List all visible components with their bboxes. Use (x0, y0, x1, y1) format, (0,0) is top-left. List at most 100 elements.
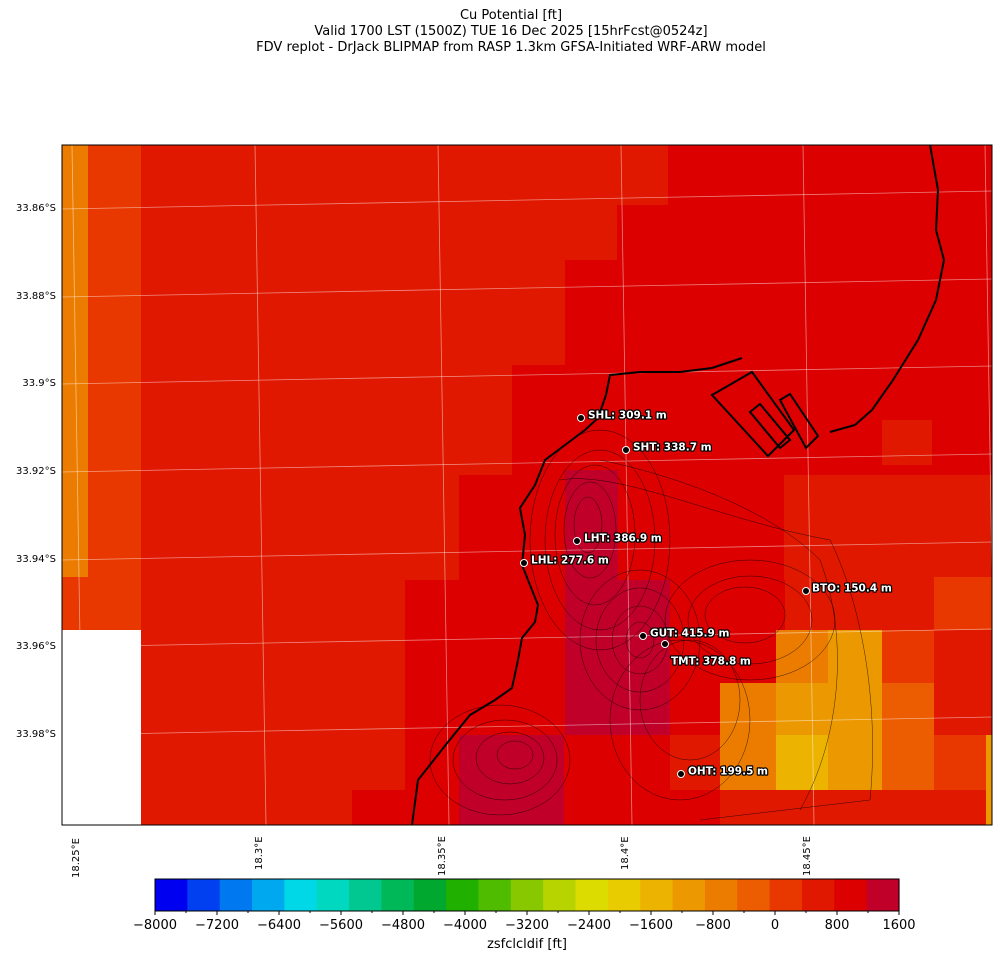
colorbar-swatch (640, 879, 674, 911)
coastline (411, 145, 946, 825)
heatmap-cell (828, 630, 882, 683)
heatmap-cell (828, 735, 882, 790)
lat-tick-label: 33.96°S (16, 641, 56, 652)
terrain-contours (429, 429, 873, 821)
colorbar-tick-label: −6400 (257, 918, 301, 933)
site-label-bto: BTO: 150.4 m (812, 583, 892, 595)
heatmap-cell (565, 580, 670, 735)
site-marker-gut (639, 632, 647, 640)
heatmap-cell (670, 735, 720, 790)
colorbar-swatch (704, 879, 738, 911)
lat-tick-label: 33.94°S (16, 554, 56, 565)
colorbar-swatch (219, 879, 253, 911)
site-marker-lhl (520, 559, 528, 567)
heatmap-cell (352, 790, 405, 825)
colorbar-tick-label: −7200 (195, 918, 239, 933)
colorbar-swatch (316, 879, 350, 911)
site-marker-tmt (661, 640, 669, 648)
site-marker-oht (677, 770, 685, 778)
colorbar-tick-label: 800 (824, 918, 850, 933)
graticule (62, 145, 992, 825)
colorbar-tick-label: −2400 (567, 918, 611, 933)
heatmap-cell (62, 145, 88, 577)
lon-tick-label: 18.25°E (71, 838, 82, 878)
colorbar-swatch (834, 879, 868, 911)
title-line-2: Valid 1700 LST (1500Z) TUE 16 Dec 2025 [… (314, 24, 708, 39)
lat-tick-label: 33.98°S (16, 729, 56, 740)
colorbar-tick-label: −4000 (443, 918, 487, 933)
lon-tick-label: 18.45°E (802, 836, 813, 876)
colorbar-swatch (769, 879, 803, 911)
site-label-oht: OHT: 199.5 m (688, 766, 768, 778)
heatmap-cells (62, 145, 992, 825)
colorbar-tick-label: −5600 (319, 918, 363, 933)
colorbar (154, 878, 900, 915)
heatmap-cell (720, 683, 776, 735)
heatmap-cell (720, 735, 776, 790)
colorbar-swatch (607, 879, 641, 911)
site-label-gut: GUT: 415.9 m (650, 628, 729, 640)
colorbar-tick-label: −800 (695, 918, 731, 933)
heatmap-cell (565, 260, 992, 370)
lon-tick-label: 18.4°E (620, 836, 631, 870)
site-marker-lht (573, 537, 581, 545)
colorbar-swatch (510, 879, 544, 911)
colorbar-tick-label: 0 (770, 918, 780, 933)
colorbar-swatch (349, 879, 383, 911)
colorbar-swatch (801, 879, 835, 911)
colorbar-swatch (478, 879, 512, 911)
colorbar-swatch (252, 879, 285, 911)
heatmap-cell (934, 630, 992, 735)
colorbar-swatch (413, 879, 447, 911)
colorbar-swatch (737, 879, 771, 911)
site-markers: SHL: 309.1 m SHT: 338.7 m LHT: 386.9 m LHL:… (520, 408, 893, 779)
colorbar-swatch (155, 879, 188, 911)
site-marker-shl (577, 414, 585, 422)
heatmap-cell (882, 735, 934, 790)
heatmap-cell (882, 683, 934, 735)
lat-tick-label: 33.88°S (16, 291, 56, 302)
site-label-lhl: LHL: 277.6 m (531, 555, 609, 567)
plot-frame (61, 144, 993, 826)
colorbar-tick-label: −8000 (133, 918, 177, 933)
heatmap-cell (830, 475, 882, 520)
heatmap-cell (776, 683, 882, 735)
lat-tick-label: 33.9°S (22, 378, 56, 389)
heatmap-cell (986, 735, 992, 825)
colorbar-swatch (284, 879, 318, 911)
heatmap-cell (776, 735, 828, 790)
heatmap-cell (934, 577, 992, 630)
colorbar-swatch (575, 879, 609, 911)
colorbar-tick-label: −4800 (381, 918, 425, 933)
heatmap-cell (88, 145, 141, 630)
colorbar-swatch (672, 879, 706, 911)
site-marker-sht (622, 446, 630, 454)
colorbar-tick-label: −1600 (629, 918, 673, 933)
heatmap-cell (882, 630, 934, 683)
colorbar-swatch (446, 879, 480, 911)
heatmap-cell (459, 735, 564, 825)
colorbar-swatch (187, 879, 221, 911)
title-line-3: FDV replot - DrJack BLIPMAP from RASP 1.… (256, 40, 766, 55)
heatmap-cell (882, 520, 934, 577)
heatmap-cell (882, 420, 932, 465)
site-label-sht: SHT: 338.7 m (633, 442, 712, 454)
site-marker-bto (802, 587, 810, 595)
heatmap-cell (459, 475, 784, 580)
lon-tick-label: 18.35°E (437, 836, 448, 876)
colorbar-swatch (866, 879, 900, 911)
colorbar-swatch (381, 879, 415, 911)
colorbar-swatch (543, 879, 577, 911)
heatmap-cell (720, 790, 880, 825)
colorbar-tick-label: 1600 (882, 918, 916, 933)
site-label-shl: SHL: 309.1 m (588, 410, 667, 422)
lat-tick-label: 33.86°S (16, 203, 56, 214)
title-line-1: Cu Potential [ft] (459, 8, 563, 23)
lat-tick-label: 33.92°S (16, 466, 56, 477)
colorbar-tick-label: −3200 (505, 918, 549, 933)
site-label-lht: LHT: 386.9 m (584, 533, 662, 545)
heatmap-cell (934, 735, 986, 790)
colorbar-label: zsfclcldif [ft] (487, 937, 567, 952)
heatmap-cell (62, 577, 88, 630)
